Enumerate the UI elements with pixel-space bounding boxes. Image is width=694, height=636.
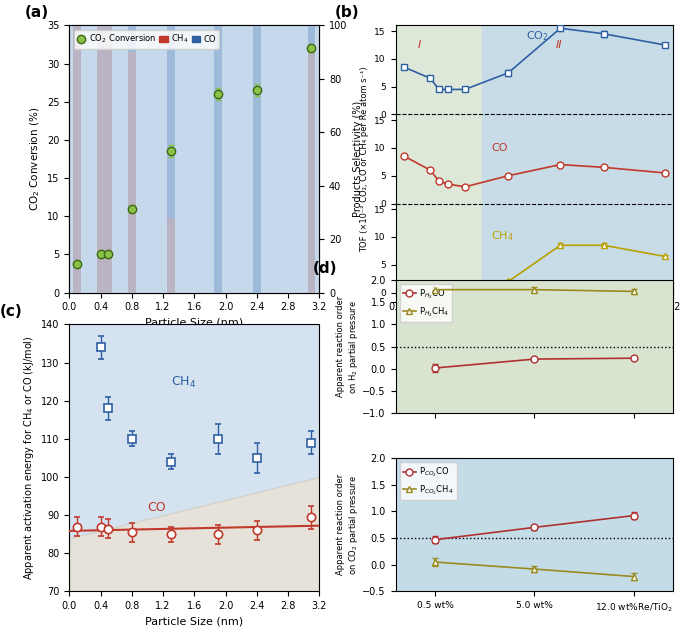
Text: (a): (a): [24, 6, 49, 20]
Text: CH$_4$: CH$_4$: [171, 375, 196, 389]
Bar: [167, 25, 175, 218]
Bar: [214, 25, 221, 293]
Text: (d): (d): [312, 261, 337, 276]
Y-axis label: Apparent activation energy for CH$_4$ or CO (kJ/mol): Apparent activation energy for CH$_4$ or…: [22, 336, 35, 580]
Y-axis label: Products Selectivity (%): Products Selectivity (%): [353, 101, 363, 217]
X-axis label: Particle Size (nm): Particle Size (nm): [145, 318, 244, 328]
Text: CO: CO: [147, 501, 166, 515]
Y-axis label: Apparent reaction order
on H$_2$ partial pressure: Apparent reaction order on H$_2$ partial…: [336, 296, 359, 398]
Bar: [128, 52, 136, 293]
Legend: P$_{CO_2}$CO, P$_{CO_2}$CH$_4$: P$_{CO_2}$CO, P$_{CO_2}$CH$_4$: [400, 462, 457, 500]
Bar: [396, 25, 482, 293]
Text: CO: CO: [491, 142, 507, 153]
Bar: [307, 25, 315, 52]
Y-axis label: Apparent reaction order
on CO$_2$ partial pressure: Apparent reaction order on CO$_2$ partia…: [336, 474, 359, 576]
Text: I: I: [417, 39, 421, 50]
Text: CO$_2$: CO$_2$: [525, 29, 548, 43]
Bar: [253, 25, 261, 293]
Legend: P$_{H_2}$CO, P$_{H_2}$CH$_4$: P$_{H_2}$CO, P$_{H_2}$CH$_4$: [400, 284, 452, 322]
Bar: [307, 52, 315, 293]
Y-axis label: TOF (×10⁻² CO₂, CO or CH₄ per Re atom s⁻¹): TOF (×10⁻² CO₂, CO or CH₄ per Re atom s⁻…: [359, 66, 369, 252]
X-axis label: Particle Size (nm): Particle Size (nm): [485, 318, 584, 328]
Bar: [167, 218, 175, 293]
X-axis label: Particle Size (nm): Particle Size (nm): [145, 617, 244, 626]
Y-axis label: CO$_2$ Conversion (%): CO$_2$ Conversion (%): [28, 107, 42, 211]
Legend: CO$_2$ Conversion, CH$_4$, CO: CO$_2$ Conversion, CH$_4$, CO: [74, 30, 219, 49]
Text: (b): (b): [335, 6, 359, 20]
Bar: [482, 25, 673, 293]
Bar: [74, 25, 81, 293]
Text: II: II: [556, 39, 563, 50]
Bar: [96, 25, 105, 293]
Bar: [128, 25, 136, 52]
Text: (c): (c): [0, 305, 22, 319]
Text: CH$_4$: CH$_4$: [491, 230, 514, 244]
Bar: [105, 25, 112, 293]
